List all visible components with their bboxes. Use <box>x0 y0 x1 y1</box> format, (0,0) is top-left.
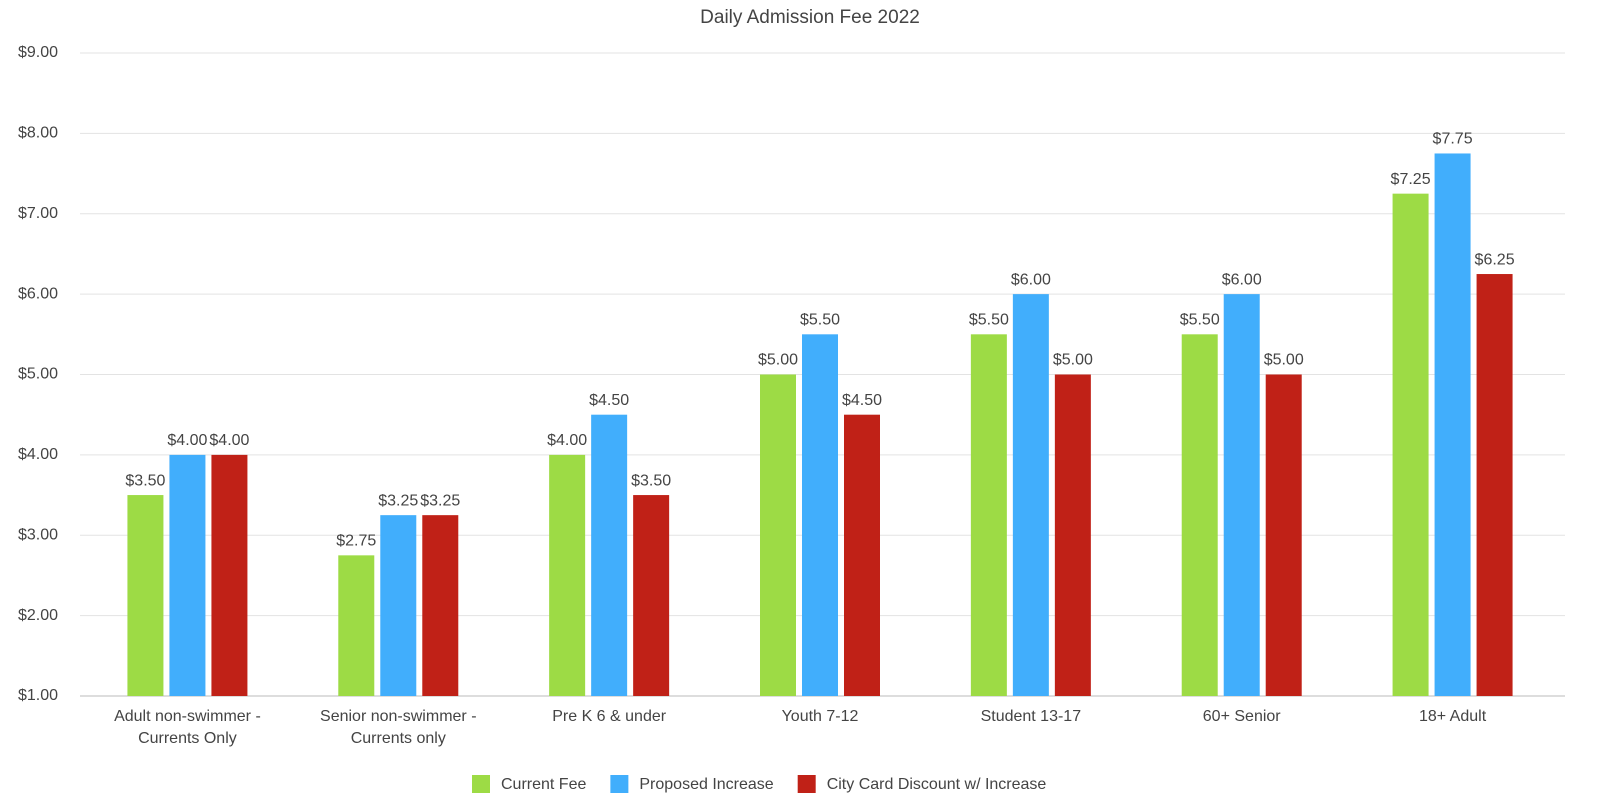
bar <box>1476 274 1513 696</box>
x-tick-label: Youth 7-12 <box>781 708 859 725</box>
data-label: $4.00 <box>547 432 587 449</box>
bar <box>169 454 206 696</box>
bar <box>970 334 1007 696</box>
bar <box>1434 153 1471 696</box>
data-label: $3.50 <box>125 472 165 489</box>
bar <box>1392 193 1429 696</box>
bar <box>127 495 164 696</box>
data-label: $7.75 <box>1433 131 1473 148</box>
data-label: $6.00 <box>1011 271 1051 288</box>
data-label: $7.25 <box>1391 171 1431 188</box>
legend-label: Proposed Increase <box>639 776 773 793</box>
bar <box>760 374 796 696</box>
y-tick-label: $7.00 <box>18 205 58 222</box>
x-tick-label: 60+ Senior <box>1202 708 1281 725</box>
bar <box>1265 374 1302 696</box>
y-tick-label: $2.00 <box>18 607 58 624</box>
legend-swatch <box>472 775 490 793</box>
data-label: $3.50 <box>631 472 671 489</box>
data-label: $5.50 <box>800 312 840 329</box>
data-label: $5.50 <box>1180 312 1220 329</box>
data-label: $5.00 <box>1264 352 1304 369</box>
data-label: $6.00 <box>1222 271 1262 288</box>
data-label: $4.00 <box>167 432 207 449</box>
data-label: $5.00 <box>758 352 798 369</box>
y-tick-label: $4.00 <box>18 446 58 463</box>
x-tick-label: Senior non-swimmer - Currents only <box>320 708 477 747</box>
data-label: $5.00 <box>1053 352 1093 369</box>
chart-title: Daily Admission Fee 2022 <box>700 7 920 28</box>
legend-swatch <box>797 775 816 793</box>
x-tick-label: Adult non-swimmer - Currents Only <box>114 708 261 747</box>
y-tick-label: $1.00 <box>18 687 58 704</box>
legend-label: City Card Discount w/ Increase <box>827 776 1047 793</box>
bar <box>591 414 628 696</box>
bar <box>1223 294 1260 696</box>
data-label: $2.75 <box>336 533 376 550</box>
bar <box>844 414 880 696</box>
bar <box>549 454 586 696</box>
y-tick-label: $6.00 <box>18 285 58 302</box>
x-tick-label: 18+ Adult <box>1418 708 1487 725</box>
y-tick-label: $8.00 <box>18 125 58 142</box>
y-tick-label: $3.00 <box>18 526 58 543</box>
bar <box>633 495 670 696</box>
legend-swatch <box>610 775 629 793</box>
x-tick-label: Student 13-17 <box>980 708 1082 725</box>
bar <box>1012 294 1049 696</box>
data-label: $4.50 <box>842 392 882 409</box>
y-tick-label: $5.00 <box>18 366 58 383</box>
x-tick-label: Pre K 6 & under <box>552 708 667 725</box>
bar <box>1181 334 1218 696</box>
y-tick-label: $9.00 <box>18 44 58 61</box>
bar <box>422 515 459 696</box>
data-label: $5.50 <box>969 312 1009 329</box>
bar <box>380 515 417 696</box>
data-label: $4.50 <box>589 392 629 409</box>
bar <box>802 334 838 696</box>
data-label: $4.00 <box>209 432 249 449</box>
bar <box>338 555 375 696</box>
legend-label: Current Fee <box>501 776 586 793</box>
data-label: $3.25 <box>420 492 460 509</box>
bar <box>211 454 248 696</box>
data-label: $3.25 <box>378 492 418 509</box>
bar <box>1054 374 1091 696</box>
data-label: $6.25 <box>1475 251 1515 268</box>
